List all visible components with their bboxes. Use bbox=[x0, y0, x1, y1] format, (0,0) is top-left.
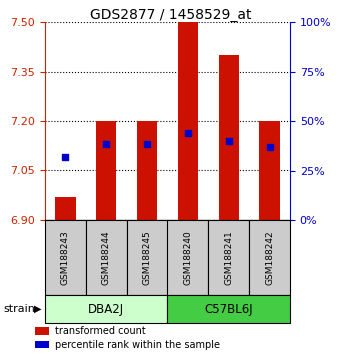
Bar bbox=[45, 295, 167, 323]
Text: transformed count: transformed count bbox=[55, 326, 145, 336]
Bar bbox=[127, 220, 167, 295]
Bar bbox=[55, 197, 76, 220]
Text: GSM188241: GSM188241 bbox=[224, 230, 233, 285]
Text: GSM188243: GSM188243 bbox=[61, 230, 70, 285]
Text: GSM188245: GSM188245 bbox=[143, 230, 152, 285]
Text: GSM188244: GSM188244 bbox=[102, 230, 111, 285]
Bar bbox=[35, 327, 48, 335]
Bar bbox=[137, 121, 157, 220]
Text: C57BL6J: C57BL6J bbox=[205, 303, 253, 315]
Bar bbox=[86, 220, 127, 295]
Text: GSM188242: GSM188242 bbox=[265, 230, 274, 285]
Bar bbox=[208, 220, 249, 295]
Bar bbox=[45, 220, 86, 295]
Text: ▶: ▶ bbox=[34, 304, 42, 314]
Bar bbox=[178, 22, 198, 220]
Bar bbox=[249, 220, 290, 295]
Text: GDS2877 / 1458529_at: GDS2877 / 1458529_at bbox=[90, 8, 251, 22]
Bar bbox=[219, 55, 239, 220]
Bar bbox=[167, 220, 208, 295]
Bar bbox=[167, 295, 290, 323]
Bar bbox=[35, 341, 48, 348]
Bar bbox=[96, 121, 117, 220]
Bar bbox=[260, 121, 280, 220]
Text: DBA2J: DBA2J bbox=[88, 303, 124, 315]
Text: GSM188240: GSM188240 bbox=[183, 230, 192, 285]
Text: percentile rank within the sample: percentile rank within the sample bbox=[55, 340, 220, 350]
Text: strain: strain bbox=[3, 304, 35, 314]
